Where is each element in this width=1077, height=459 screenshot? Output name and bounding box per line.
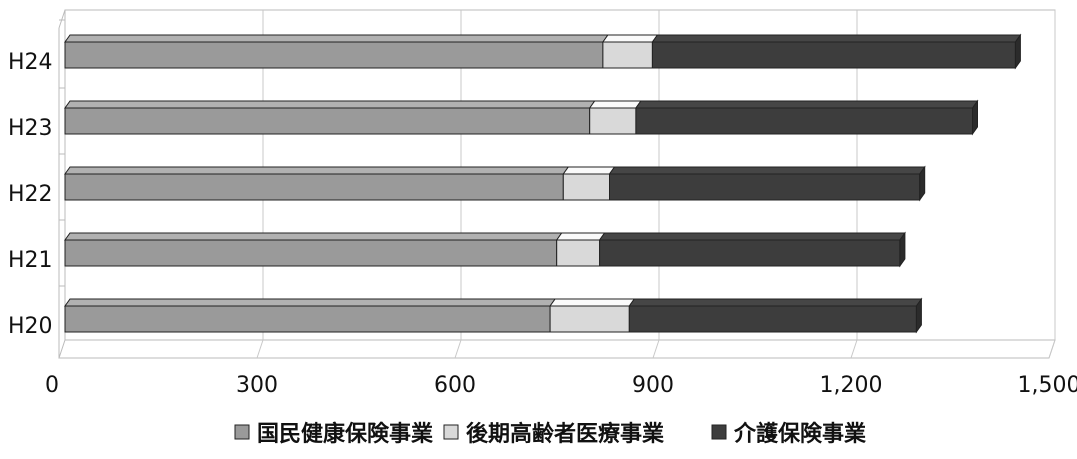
- y-tick-label: H24: [8, 50, 53, 75]
- legend-swatch: [234, 424, 250, 440]
- bar-segment-top: [64, 166, 570, 175]
- legend-swatch: [711, 424, 727, 440]
- y-tick-label: H23: [8, 116, 53, 141]
- y-tick-label: H21: [8, 248, 53, 273]
- bar-segment-H23-0: [64, 107, 591, 135]
- bar-segment-H20-2: [628, 305, 917, 333]
- bar-segment-H20-0: [64, 305, 551, 333]
- x-axis-tick-labels: 0 300 600 900 1,200 1,500: [45, 373, 1077, 398]
- side-edge: [58, 9, 66, 29]
- bar-end-face: [1014, 33, 1021, 70]
- x-tick-label: 1,200: [820, 373, 883, 398]
- x-tick-label: 900: [632, 373, 674, 398]
- bar-segment-top: [555, 232, 606, 241]
- bar-segment-H22-1: [562, 173, 610, 201]
- bar-segment-H23-2: [635, 107, 974, 135]
- bar-segment-H24-0: [64, 41, 604, 69]
- x-tick-label: 600: [434, 373, 476, 398]
- bar-segment-top: [651, 34, 1022, 43]
- bar-segment-top: [64, 298, 557, 307]
- legend-label: 介護保険事業: [733, 421, 867, 447]
- bar-segment-H21-1: [556, 239, 601, 267]
- bar-segment-H20-1: [549, 305, 630, 333]
- bar-end-face: [915, 297, 922, 334]
- legend-label: 国民健康保険事業: [257, 421, 434, 447]
- bar-segment-top: [634, 100, 979, 109]
- bar-end-face: [972, 99, 978, 136]
- bar-end-face: [919, 165, 926, 202]
- bar-segment-top: [64, 34, 609, 43]
- bar-segment-top: [549, 298, 636, 307]
- gridline-floor: [652, 339, 660, 359]
- y-tick-label: H22: [8, 182, 53, 207]
- x-tick-label: 1,500: [1018, 373, 1077, 398]
- gridline-floor: [454, 339, 462, 359]
- floor: [58, 339, 1056, 359]
- y-axis-tick-labels: H24 H23 H22 H21 H20: [8, 50, 53, 339]
- bar-segment-top: [562, 166, 616, 175]
- bar-segment-H24-2: [651, 41, 1016, 69]
- bar-segment-top: [588, 100, 642, 109]
- legend-swatch: [443, 424, 459, 440]
- legend: 国民健康保険事業 後期高齢者医療事業 介護保険事業: [234, 421, 867, 447]
- bar-segment-H22-2: [609, 173, 921, 201]
- x-tick-label: 300: [236, 373, 278, 398]
- bar-segment-H24-1: [602, 41, 653, 69]
- bar-segment-top: [598, 232, 906, 241]
- bar-segment-H21-0: [64, 239, 558, 267]
- gridline-floor: [256, 339, 264, 359]
- bar-segment-top: [608, 166, 926, 175]
- bar-segment-top: [64, 100, 596, 109]
- bar-segment-H23-1: [589, 107, 637, 135]
- bar-segment-top: [628, 298, 923, 307]
- bar-segment-top: [64, 232, 563, 241]
- bar-end-face: [899, 231, 906, 268]
- bar-segment-top: [601, 34, 659, 43]
- legend-label: 後期高齢者医療事業: [466, 421, 665, 447]
- y-tick-label: H20: [8, 314, 53, 339]
- gridline-floor: [1048, 339, 1056, 359]
- gridline-floor: [850, 339, 858, 359]
- bar-segment-H21-2: [599, 239, 901, 267]
- x-tick-label: 0: [45, 373, 59, 398]
- bar-segment-H22-0: [64, 173, 564, 201]
- bars: [64, 33, 1022, 334]
